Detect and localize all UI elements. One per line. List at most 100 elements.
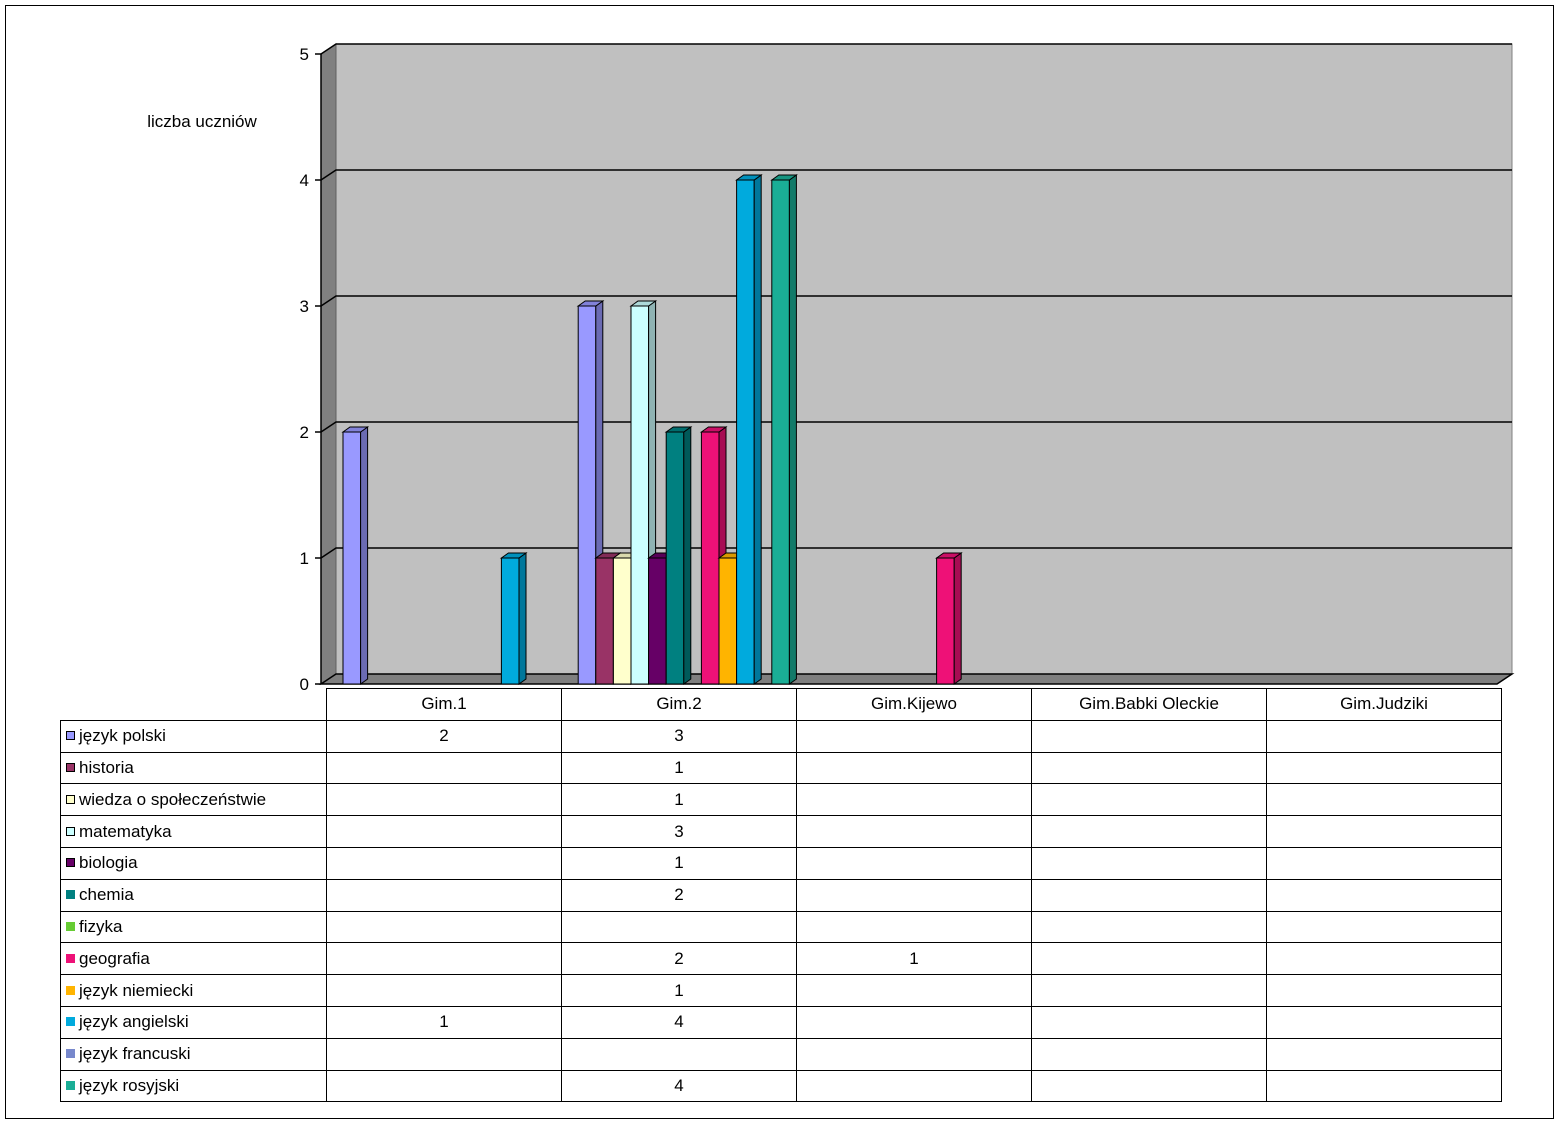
data-cell (1266, 1005, 1502, 1039)
y-tick-label: 1 (300, 549, 309, 568)
data-cell: 1 (561, 846, 797, 880)
data-cell: 1 (326, 1005, 562, 1039)
bar (630, 305, 650, 685)
legend-label: chemia (79, 885, 134, 905)
data-cell (1266, 846, 1502, 880)
bar-top (576, 300, 605, 307)
bar-top (735, 174, 763, 181)
data-cell (796, 783, 1032, 817)
legend-entry: język polski (60, 719, 327, 753)
legend-swatch (66, 858, 75, 868)
y-tick-label: 0 (300, 675, 309, 694)
data-cell (1031, 878, 1267, 912)
bar (500, 557, 520, 685)
legend-swatch (66, 731, 75, 741)
legend-entry: historia (60, 751, 327, 785)
data-cell (1031, 942, 1267, 976)
legend-swatch (66, 762, 75, 772)
legend-entry: geografia (60, 942, 327, 976)
legend-entry: biologia (60, 846, 327, 880)
gridline (320, 169, 1512, 181)
bar-side (683, 426, 692, 685)
data-cell (1031, 719, 1267, 753)
legend-label: historia (79, 757, 134, 777)
data-cell (1031, 1005, 1267, 1039)
table-row: chemia 2 (60, 878, 1502, 912)
y-axis-title: liczba uczniów (147, 112, 257, 131)
bar-top (341, 426, 370, 433)
legend-swatch (66, 794, 75, 804)
bar-side (518, 552, 527, 685)
legend-swatch (66, 890, 75, 900)
legend-label: fizyka (79, 916, 123, 936)
category-label: Gim.Babki Oleckie (1031, 688, 1267, 721)
data-cell (796, 1069, 1032, 1103)
bar-side (753, 174, 762, 685)
legend-swatch (66, 826, 75, 836)
table-row: fizyka (60, 910, 1502, 944)
data-cell (1266, 942, 1502, 976)
legend-swatch (66, 1080, 75, 1090)
data-cell (796, 719, 1032, 753)
legend-swatch (66, 1049, 75, 1059)
legend-entry: chemia (60, 878, 327, 912)
table-row: język rosyjski 4 (60, 1069, 1502, 1103)
data-cell (326, 1069, 562, 1103)
y-tick-label: 4 (300, 171, 309, 190)
data-cell: 1 (561, 783, 797, 817)
legend-label: język angielski (79, 1012, 189, 1032)
data-cell (561, 910, 797, 944)
legend-entry: wiedza o społeczeństwie (60, 783, 327, 817)
data-cell (1266, 783, 1502, 817)
data-cell: 1 (796, 942, 1032, 976)
table-row: matematyka 3 (60, 815, 1502, 848)
y-tick-label: 5 (300, 45, 309, 64)
data-cell (1031, 783, 1267, 817)
data-cell (1031, 910, 1267, 944)
bar (736, 179, 755, 685)
category-label: Gim.1 (326, 688, 562, 721)
gridline (320, 547, 1512, 559)
gridline (320, 295, 1512, 307)
table-row: język angielski 1 4 (60, 1005, 1502, 1039)
bar (648, 557, 667, 685)
bar-side (360, 426, 369, 685)
bar-side (953, 552, 962, 685)
data-cell (1266, 719, 1502, 753)
bar (718, 557, 738, 685)
data-cell (796, 846, 1032, 880)
legend-swatch (66, 953, 75, 963)
bar-top (629, 300, 658, 307)
data-cell (1031, 1037, 1267, 1071)
legend-entry: język francuski (60, 1037, 327, 1071)
data-cell (326, 815, 562, 848)
legend-label: język polski (79, 726, 166, 746)
legend-label: język niemiecki (79, 980, 194, 1000)
data-cell: 2 (561, 942, 797, 976)
table-row: język francuski (60, 1037, 1502, 1071)
category-label: Gim.Judziki (1266, 688, 1502, 721)
bar-top (699, 426, 728, 433)
category-label: Gim.Kijewo (796, 688, 1032, 721)
data-cell (796, 878, 1032, 912)
chart-floor (318, 673, 1515, 685)
bar-top (499, 552, 528, 559)
bar (342, 431, 362, 685)
data-cell (796, 815, 1032, 848)
legend-entry: język niemiecki (60, 974, 327, 1007)
table-corner (61, 689, 327, 721)
gridline (320, 43, 1512, 55)
y-tick-label: 3 (300, 297, 309, 316)
legend-label: język francuski (79, 1044, 191, 1064)
data-cell (796, 751, 1032, 785)
data-cell (1266, 815, 1502, 848)
data-cell: 2 (326, 719, 562, 753)
data-cell (326, 942, 562, 976)
data-cell (326, 878, 562, 912)
data-cell: 4 (561, 1069, 797, 1103)
data-cell (1031, 751, 1267, 785)
data-cell (796, 1037, 1032, 1071)
bar (612, 557, 632, 685)
bar-top (664, 426, 693, 433)
chart-side-wall (320, 43, 337, 685)
